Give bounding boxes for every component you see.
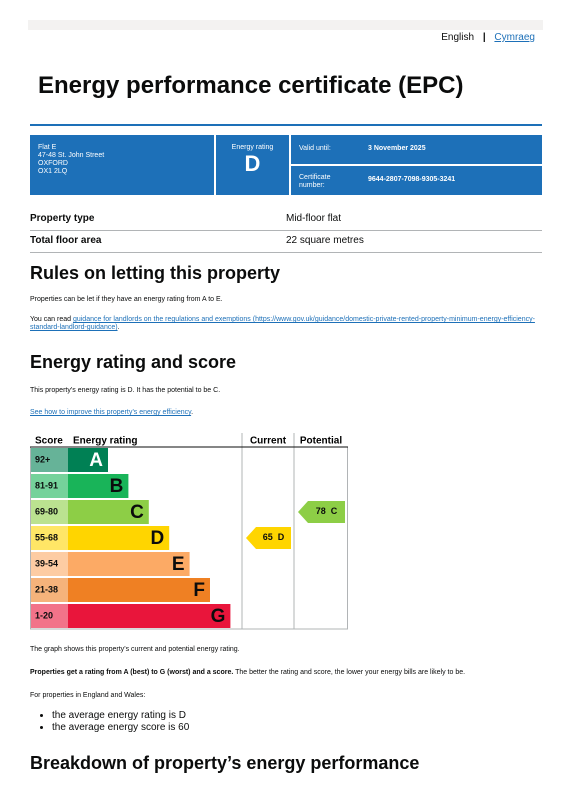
potential-label: 78 C	[316, 506, 338, 516]
link[interactable]: guidance for landlords on the regulation…	[30, 316, 535, 331]
text: .	[117, 324, 120, 331]
valid-box: Valid until: 3 November 2025	[291, 135, 542, 164]
top-bar	[28, 20, 543, 30]
score-cell	[31, 448, 68, 472]
band-letter: D	[150, 528, 164, 549]
score-cell	[31, 526, 68, 550]
key: Total floor area	[30, 235, 102, 246]
current-arrow	[246, 527, 291, 549]
score-range: 55-68	[35, 532, 58, 542]
band-letter: A	[89, 450, 103, 471]
text: You can read	[30, 316, 73, 323]
score-cell	[31, 500, 68, 524]
heading: Rules on letting this property	[30, 263, 281, 283]
text: The better the rating and score, the low…	[233, 669, 466, 676]
column-header: Energy rating	[73, 436, 137, 447]
band-letter: F	[193, 580, 205, 601]
score-range: 69-80	[35, 506, 58, 516]
score-range: 39-54	[35, 558, 58, 568]
paragraph: Properties get a rating from A (best) to…	[30, 669, 465, 677]
column-header: Potential	[300, 436, 342, 447]
label: Energy rating	[231, 144, 274, 151]
rating-band	[68, 578, 210, 602]
paragraph: This property’s energy rating is D. It h…	[30, 387, 221, 394]
rating-band	[68, 448, 108, 472]
rule	[30, 124, 542, 126]
score: 78	[316, 506, 326, 516]
language-switch: English | Cymraeg	[441, 32, 535, 43]
property-row: Total floor area 22 square metres	[30, 230, 542, 253]
rating-band	[68, 474, 129, 498]
list-item: the average energy rating is D	[52, 710, 189, 722]
language[interactable]: English	[441, 32, 475, 43]
score-cell	[31, 604, 68, 628]
potential-arrow	[298, 501, 345, 523]
score-cell	[31, 474, 68, 498]
certificate-box: Certificate number: 9644-2807-7098-9305-…	[291, 166, 542, 195]
property-row: Property type Mid-floor flat	[30, 208, 542, 231]
language-link[interactable]: Cymraeg	[494, 32, 535, 43]
rating-band	[68, 500, 149, 524]
score-range: 21-38	[35, 584, 58, 594]
rating-band	[68, 604, 231, 628]
rating-box: Energy rating D	[216, 135, 289, 195]
column-header: Current	[250, 436, 287, 447]
text: .	[191, 409, 194, 416]
list-item: the average energy score is 60	[52, 722, 189, 734]
label: Certificate number:	[299, 174, 331, 189]
list: the average energy rating is Dthe averag…	[32, 710, 189, 734]
bold-text: Properties get a rating from A (best) to…	[30, 669, 234, 676]
score: 65	[263, 532, 273, 542]
score-cell	[31, 552, 68, 576]
rating: D	[244, 151, 261, 176]
label: Valid until:	[299, 145, 331, 152]
value: 3 November 2025	[368, 145, 426, 152]
value: 9644-2807-7098-9305-3241	[368, 176, 456, 183]
score-cell	[31, 578, 68, 602]
rating-band	[68, 526, 170, 550]
key: Property type	[30, 213, 95, 224]
band-letter: G	[211, 606, 226, 627]
address-line: 47-48 St. John Street	[38, 152, 105, 159]
rating-graph: Score Energy rating Current Potential 92+ A 81…	[30, 433, 348, 630]
rating-band	[68, 552, 190, 576]
address-line: Flat E	[38, 144, 57, 151]
heading: Energy rating and score	[30, 352, 237, 372]
value: 22 square metres	[286, 235, 364, 246]
score-range: 92+	[35, 454, 50, 464]
band-letter: E	[172, 554, 185, 575]
separator: |	[482, 32, 486, 43]
letter: C	[331, 506, 338, 516]
address: Flat E 47-48 St. John Street OXFORD OX1 2LQ	[30, 135, 214, 176]
current-label: 65 D	[263, 532, 285, 542]
column-header: Score	[35, 436, 63, 447]
band-letter: B	[110, 476, 124, 497]
address-line: OXFORD	[38, 160, 68, 167]
paragraph: The graph shows this property’s current …	[30, 646, 240, 653]
paragraph: For properties in England and Wales:	[30, 692, 146, 699]
score-range: 1-20	[35, 610, 53, 620]
paragraph: You can read guidance for landlords on t…	[30, 316, 542, 332]
heading: Breakdown of property’s energy performan…	[30, 753, 420, 773]
page-title: Energy performance certificate (EPC)	[38, 72, 464, 99]
letter: D	[278, 532, 285, 542]
band-letter: C	[130, 502, 144, 523]
link[interactable]: See how to improve this property’s energ…	[30, 409, 192, 416]
score-range: 81-91	[35, 480, 58, 490]
value: Mid-floor flat	[286, 213, 342, 224]
paragraph: See how to improve this property’s energ…	[30, 409, 193, 417]
address-box: Flat E 47-48 St. John Street OXFORD OX1 2LQ	[30, 135, 214, 195]
paragraph: Properties can be let if they have an en…	[30, 296, 223, 303]
address-line: OX1 2LQ	[38, 168, 68, 175]
